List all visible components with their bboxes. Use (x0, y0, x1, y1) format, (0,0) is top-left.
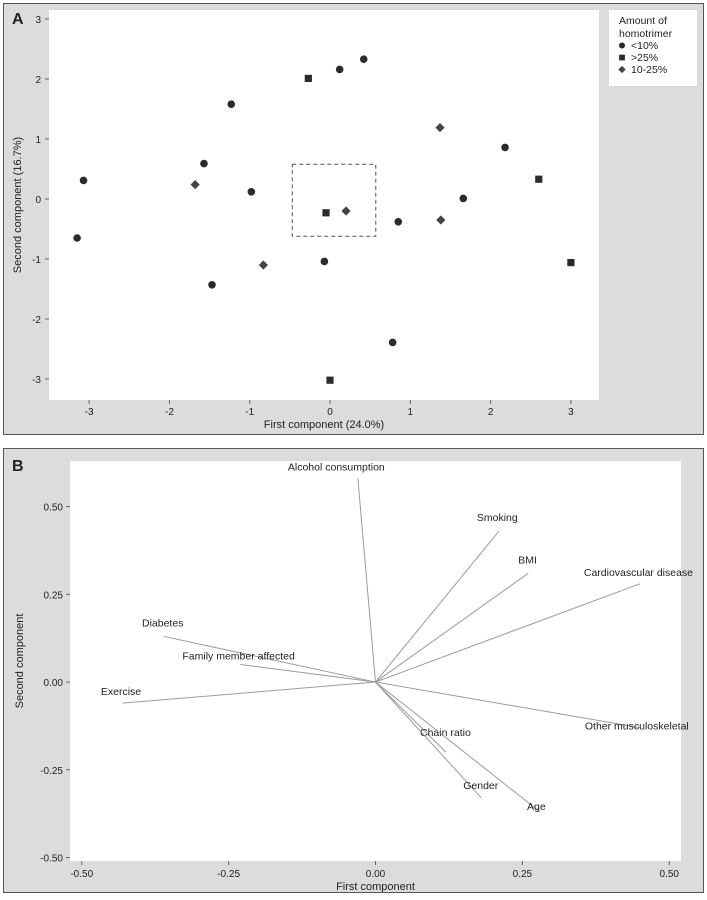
panel-b: B -0.50 -0.25 0.00 0.25 0.50 0.50 0.25 0.00 -0.25… (3, 448, 704, 893)
data-point-circle (227, 100, 236, 108)
scatter-chart: A -3 -2 -1 0 1 2 3 3 2 1 0 -1 -2 -3 First component (24… (12, 10, 697, 431)
data-point-circle (388, 338, 397, 347)
data-point-circle (359, 55, 368, 63)
vector-line (375, 681, 541, 813)
x-tick-label: 0.50 (660, 869, 680, 880)
vector-label: Diabetes (142, 617, 183, 629)
vector-line (357, 478, 376, 683)
y-tick-label: -0.25 (40, 766, 63, 777)
data-point-circle (501, 143, 509, 152)
vector-label: Other musculoskeletal (585, 721, 689, 733)
x-tick-label: 0.00 (366, 869, 386, 880)
data-point-square (322, 209, 330, 217)
y-tick-label: 0.25 (44, 590, 64, 601)
y-tick-label: -0.50 (40, 853, 63, 864)
x-tick-label: 3 (568, 407, 574, 418)
data-point-square (535, 175, 543, 183)
data-point-diamond (436, 215, 446, 225)
data-point-circle (320, 257, 329, 266)
data-point-square (304, 74, 312, 82)
vector-line (375, 681, 482, 799)
data-point-diamond (341, 206, 351, 216)
legend-marker-circle (618, 42, 626, 49)
x-axis-label: First component (24.0%) (264, 419, 384, 431)
y-tick-label: 0.00 (44, 678, 64, 689)
data-point-circle (208, 281, 216, 289)
legend-marker-diamond (618, 65, 626, 74)
biplot-chart: B -0.50 -0.25 0.00 0.25 0.50 0.50 0.25 0.00 -0.25… (12, 458, 693, 892)
y-tick-label: 0.50 (44, 503, 64, 514)
legend-marker-square (619, 54, 625, 61)
x-tick-label: -3 (85, 407, 94, 418)
data-point-circle (247, 188, 256, 196)
vector-label: Age (527, 801, 546, 813)
vector-label: BMI (518, 554, 537, 566)
data-point-diamond (190, 180, 200, 190)
x-tick-label: -0.50 (70, 869, 93, 880)
data-point-diamond (435, 123, 445, 133)
data-point-square (567, 259, 575, 267)
vector-label: Chain ratio (420, 727, 471, 739)
vector-line (375, 572, 529, 683)
vector-label: Cardiovascular disease (584, 567, 693, 579)
vector-label: Gender (463, 780, 499, 792)
vector-label: Smoking (477, 512, 518, 524)
data-point-square (326, 376, 334, 384)
vector-line (375, 583, 641, 683)
vector-line (240, 664, 376, 683)
y-tick-label: -1 (32, 255, 41, 266)
plot-area (70, 461, 681, 861)
data-point-diamond (258, 260, 268, 270)
data-point-circle (73, 234, 81, 242)
y-axis-label: Second component (16.7%) (12, 137, 24, 273)
vector-line (122, 681, 376, 704)
panel-a: A -3 -2 -1 0 1 2 3 3 2 1 0 -1 -2 -3 First component (24… (3, 3, 704, 435)
data-point-circle (459, 194, 468, 203)
x-tick-label: 0 (327, 407, 333, 418)
legend-entry: <10% (631, 40, 658, 52)
y-axis-label: Second component (14, 614, 26, 709)
data-point-circle (79, 176, 88, 185)
x-tick-label: -0.25 (217, 869, 240, 880)
data-point-circle (335, 65, 344, 74)
x-tick-label: -2 (165, 407, 174, 418)
vector-label: Exercise (101, 686, 141, 698)
y-tick-label: 2 (35, 75, 41, 86)
vector-line (375, 530, 500, 683)
panel-label: A (12, 11, 24, 28)
legend-title: homotrimer (619, 28, 673, 40)
plot-area (49, 10, 599, 400)
x-tick-label: -1 (245, 407, 254, 418)
vector-label: Alcohol consumption (288, 462, 385, 474)
legend-title: Amount of (619, 15, 667, 27)
x-tick-label: 0.25 (513, 869, 533, 880)
vector-line (375, 681, 640, 729)
panel-label: B (12, 458, 24, 475)
y-tick-label: 3 (35, 15, 41, 26)
legend-entry: 10-25% (631, 64, 667, 76)
vector-line (163, 635, 376, 683)
legend-entry: >25% (631, 52, 658, 64)
x-tick-label: 2 (488, 407, 494, 418)
data-point-circle (200, 159, 208, 168)
y-tick-label: -2 (32, 315, 41, 326)
highlight-box (291, 163, 377, 237)
vector-line (375, 681, 447, 753)
vector-label: Family member affected (182, 651, 295, 663)
x-tick-label: 1 (408, 407, 414, 418)
y-tick-label: 1 (35, 135, 41, 146)
y-tick-label: -3 (32, 375, 41, 386)
data-point-circle (394, 218, 403, 226)
x-axis-label: First component (336, 881, 415, 892)
y-tick-label: 0 (35, 195, 41, 206)
